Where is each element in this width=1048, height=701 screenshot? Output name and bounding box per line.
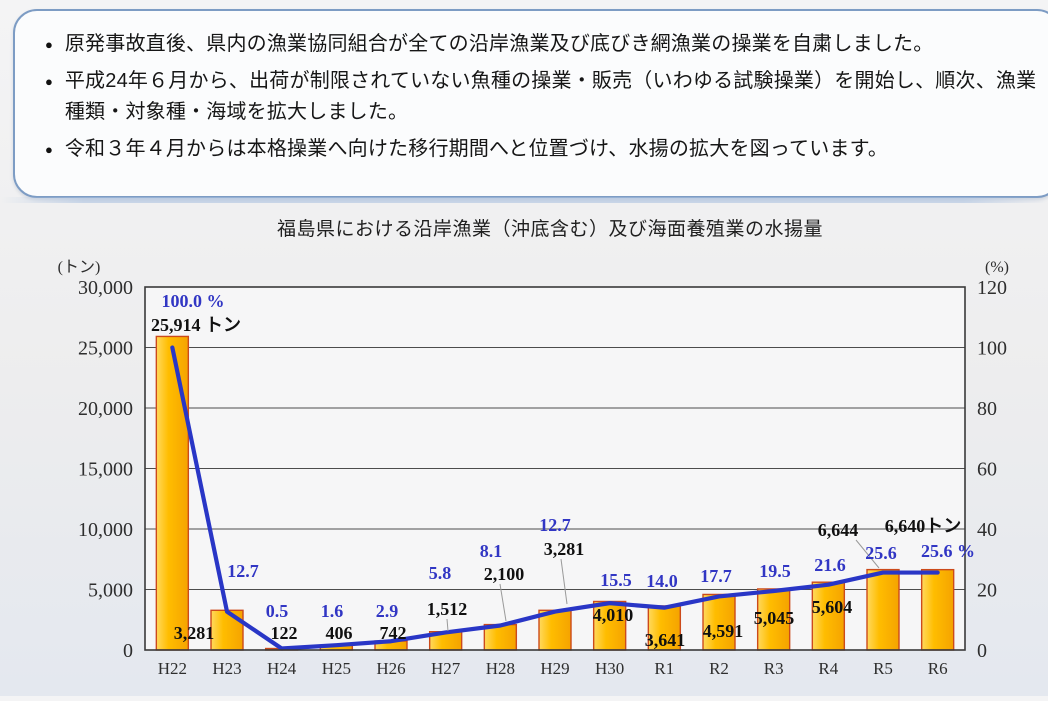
label-leader [446,618,449,632]
bar-value-label: 6,644 [818,520,859,540]
bullet-text: 令和３年４月からは本格操業へ向けた移行期間へと位置づけ、水揚の拡大を図っています… [64,138,889,160]
category-label-R6: R6 [928,659,948,678]
chart-title: 福島県における沿岸漁業（沖底含む）及び海面養殖業の水揚量 [276,219,823,240]
bar-value-label: 4,010 [593,605,634,625]
line-value-label: 25.6 % [921,541,975,561]
line-value-label: 12.7 [227,561,259,581]
right-axis-tick: 20 [977,580,997,602]
left-axis-unit: (トン) [58,259,101,276]
bullet-text: 原発事故直後、県内の漁業協同組合が全ての沿岸漁業及び底びき網漁業の操業を自粛しま… [64,33,934,55]
right-axis-tick: 80 [977,398,997,420]
bar-value-label: 742 [380,623,407,643]
right-axis-unit: (%) [985,259,1009,276]
bar-value-label: 3,281 [174,623,215,643]
line-value-label: 1.6 [321,601,344,621]
category-label-R4: R4 [818,659,838,678]
left-axis-tick: 20,000 [78,398,133,420]
bullet-item: ● 原発事故直後、県内の漁業協同組合が全ての沿岸漁業及び底びき網漁業の操業を自粛… [31,29,1048,60]
right-axis-tick: 60 [977,459,997,481]
line-value-label: 19.5 [759,561,791,581]
bar-H22 [155,335,190,651]
section-divider [0,197,1048,203]
bullet-icon: ● [45,37,53,52]
category-label-H26: H26 [376,659,405,678]
right-axis-tick: 100 [977,338,1007,360]
left-axis-tick: 25,000 [78,338,133,360]
line-value-label: 21.6 [814,555,846,575]
bar-value-label: 4,591 [703,621,744,641]
bullet-item: ● 令和３年４月からは本格操業へ向けた移行期間へと位置づけ、水揚の拡大を図ってい… [31,134,1048,165]
bar-value-label: 1,512 [427,599,468,619]
left-axis-tick: 15,000 [78,459,133,481]
bar-R6 [920,568,955,651]
category-label-H29: H29 [540,659,569,678]
left-axis-tick: 10,000 [78,519,133,541]
line-value-label: 12.7 [539,515,571,535]
bar-value-label: 5,604 [812,597,853,617]
bar-value-label: 3,641 [645,630,686,650]
chart-area: 25,914 トン 3,281 122 406 742 1,512 2,100 3,281 4,… [0,250,1048,696]
category-label-R1: R1 [654,659,674,678]
category-label-R5: R5 [873,659,893,678]
right-axis-tick: 40 [977,519,997,541]
bar-R5 [866,568,900,651]
right-axis-tick: 0 [977,640,987,662]
combo-chart: 25,914 トン 3,281 122 406 742 1,512 2,100 3,281 4,… [58,259,1009,678]
category-label-H30: H30 [595,659,624,678]
category-label-H27: H27 [431,659,461,678]
right-axis-tick: 120 [977,277,1007,299]
label-leader [855,539,880,569]
category-label-R2: R2 [709,659,729,678]
category-label-H23: H23 [212,659,241,678]
line-value-label: 8.1 [480,541,503,561]
label-leader [560,558,568,605]
bar-value-label: 406 [326,623,353,643]
category-label-H25: H25 [322,659,351,678]
bullet-icon: ● [45,142,53,157]
bullet-text: 平成24年６月から、出荷が制限されていない魚種の操業・販売（いわゆる試験操業）を… [64,70,1037,123]
category-label-H28: H28 [486,659,515,678]
bar-R3 [756,588,791,651]
bar-value-label: 2,100 [484,564,525,584]
left-axis-tick: 0 [123,640,133,662]
info-box: ● 原発事故直後、県内の漁業協同組合が全ての沿岸漁業及び底びき網漁業の操業を自粛… [13,9,1048,198]
category-label-H24: H24 [267,659,297,678]
line-value-label: 25.6 [865,543,897,563]
line-value-label: 14.0 [646,571,678,591]
bar-value-label: 3,281 [544,539,585,559]
line-value-label: 5.8 [429,563,452,583]
label-leader [499,583,507,622]
bar-H23 [210,609,244,651]
bar-R4 [811,581,846,651]
line-value-label: 0.5 [266,601,289,621]
trend-line [170,345,940,651]
line-value-label: 2.9 [376,601,399,621]
line-value-label: 100.0 % [162,291,225,311]
bar-R2 [702,593,736,651]
bar-value-label: 5,045 [754,608,795,628]
bullet-icon: ● [45,74,53,89]
bullet-item: ● 平成24年６月から、出荷が制限されていない魚種の操業・販売（いわゆる試験操業… [31,66,1048,128]
line-value-label: 17.7 [700,566,732,586]
left-axis-tick: 30,000 [78,277,133,299]
bar-value-label: 25,914 トン [151,315,241,335]
category-label-H22: H22 [158,659,187,678]
plot-border [144,286,966,651]
category-label-R3: R3 [764,659,784,678]
line-value-label: 15.5 [600,570,632,590]
bar-value-label: 6,640トン [885,516,962,536]
left-axis-tick: 5,000 [88,580,133,602]
bar-value-label: 122 [271,623,298,643]
